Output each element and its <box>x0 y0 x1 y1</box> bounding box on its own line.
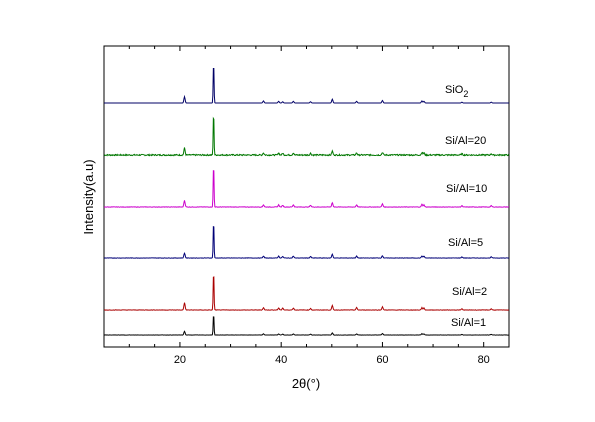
series-label-5: Si/Al=1 <box>451 317 486 329</box>
series-label-0: SiO2 <box>445 84 468 99</box>
series-labels: SiO2 Si/Al=20 Si/Al=10 Si/Al=5 Si/Al=2 Si/Al=… <box>445 84 487 329</box>
series-label-1: Si/Al=20 <box>445 135 486 147</box>
x-tick-label: 20 <box>174 354 186 366</box>
x-tick-label: 60 <box>376 354 388 366</box>
series-line-3 <box>103 225 510 259</box>
series-line-1 <box>103 116 510 157</box>
x-axis-title: 2θ(°) <box>292 376 320 391</box>
x-tick-label: 40 <box>275 354 287 366</box>
x-tick-label: 80 <box>478 354 490 366</box>
series-label-2: Si/Al=10 <box>446 183 487 195</box>
y-axis-title: Intensity(a.u) <box>81 159 96 234</box>
series-line-4 <box>103 276 510 311</box>
series-line-5 <box>103 316 510 336</box>
series-traces <box>103 67 510 336</box>
series-label-3: Si/Al=5 <box>448 237 483 249</box>
x-axis-ticks: 20 40 60 80 <box>128 46 490 366</box>
series-line-2 <box>103 170 510 208</box>
series-label-4: Si/Al=2 <box>452 286 487 298</box>
series-line-0 <box>104 67 509 104</box>
